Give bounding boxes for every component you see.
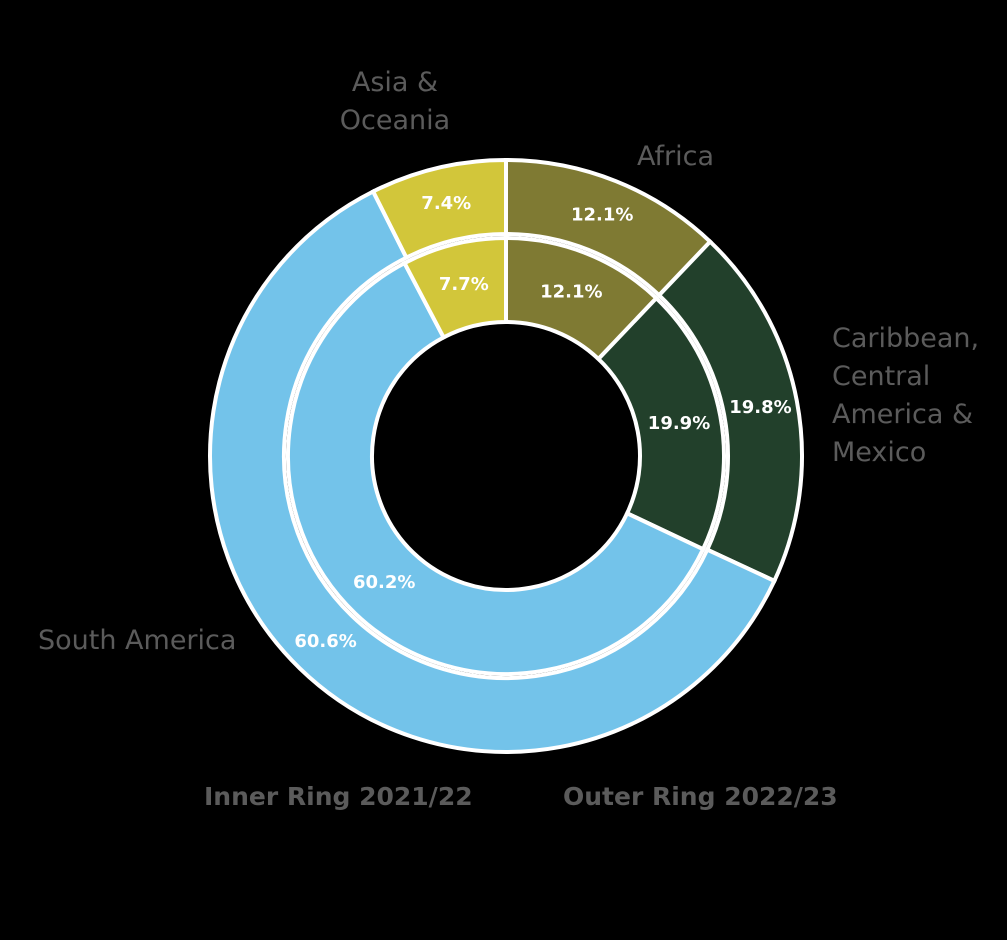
category-label: Africa [637,141,715,172]
donut-segment [595,295,726,552]
donut-segment [286,260,706,676]
value-label: 12.1% [571,205,633,226]
value-label: 19.9% [648,413,710,434]
donut-segment [401,235,508,341]
value-label: 19.8% [729,397,791,418]
value-label: 60.2% [353,572,415,593]
category-label: Caribbean, Central America & Mexico [832,323,980,468]
legend-entry: Inner Ring 2021/22 [204,782,473,811]
value-label: 7.4% [421,193,471,214]
value-label: 12.1% [540,282,602,303]
category-label: South America [38,625,237,656]
value-label: 60.6% [294,631,356,652]
donut-segment [370,157,508,261]
legend-entry: Outer Ring 2022/23 [563,782,838,811]
value-label: 7.7% [439,274,489,295]
category-label: Asia & Oceania [339,67,451,136]
donut-segment [208,188,778,754]
